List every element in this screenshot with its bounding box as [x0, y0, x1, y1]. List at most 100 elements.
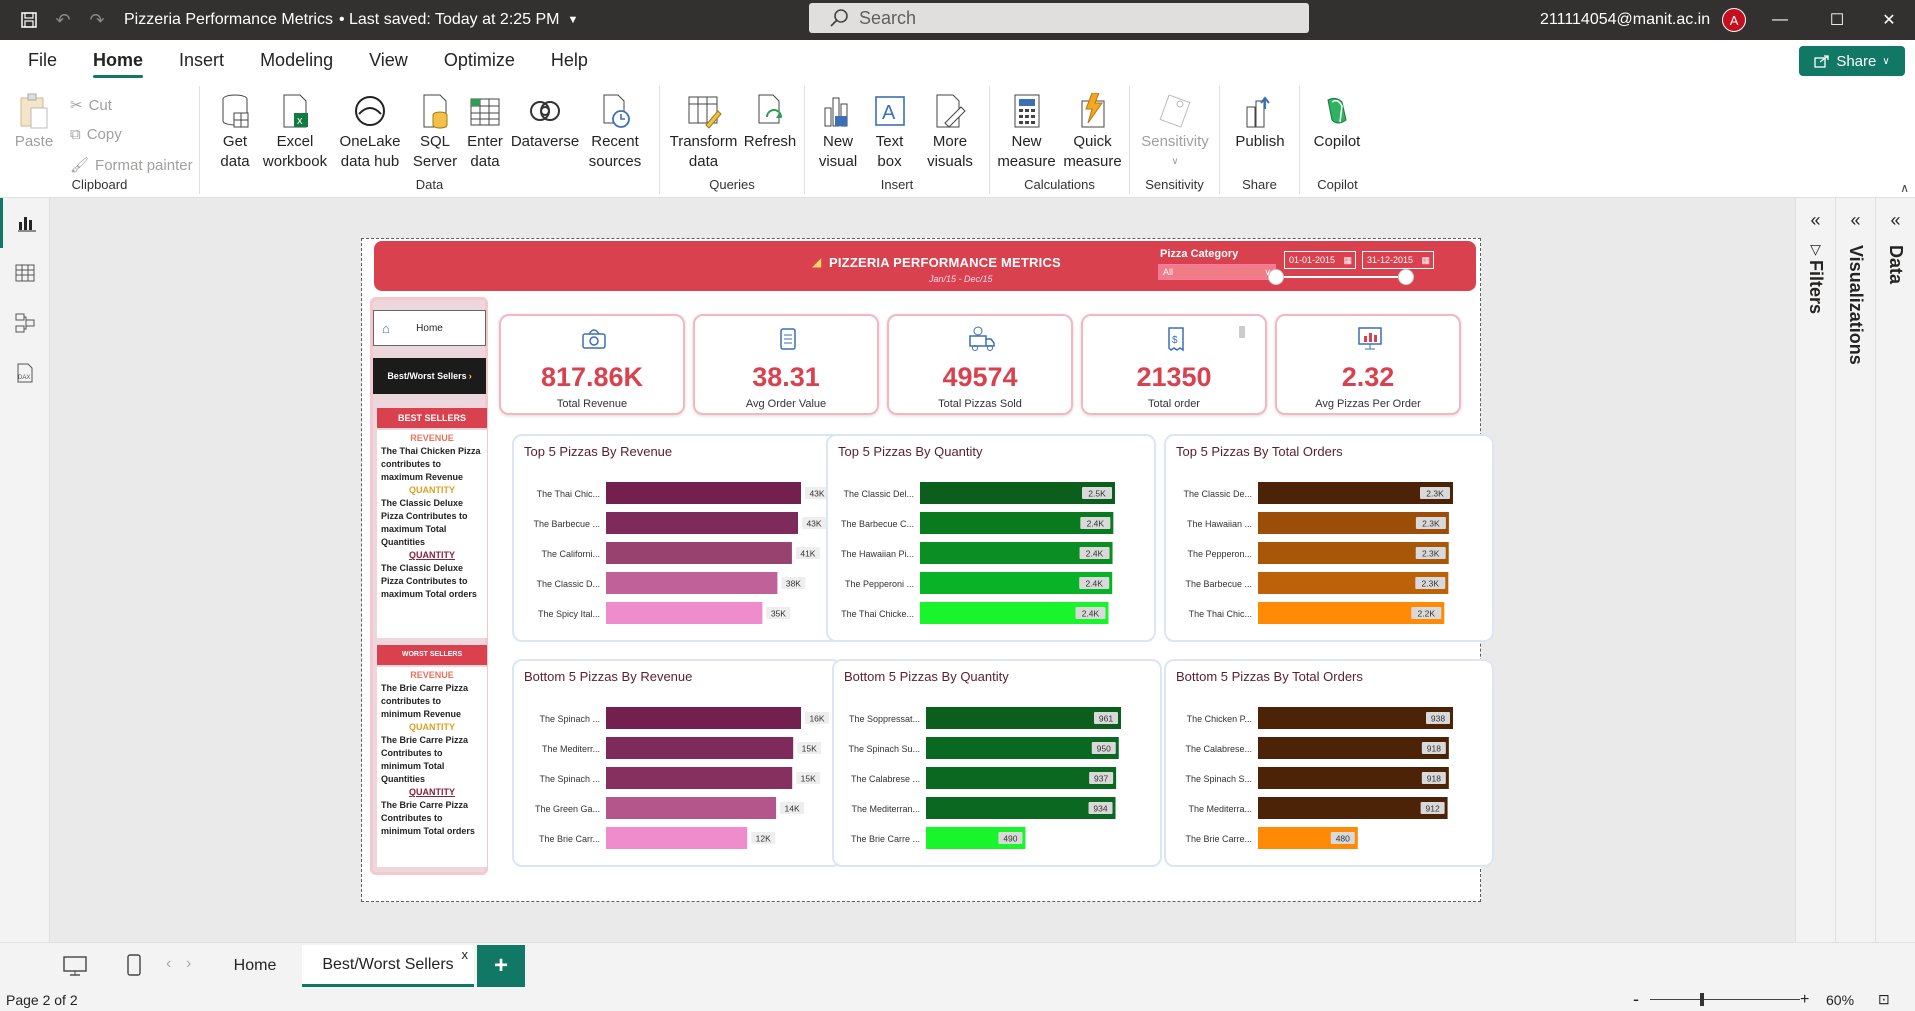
- new-visual-button[interactable]: New visual: [813, 90, 863, 172]
- tab-home[interactable]: Home: [212, 945, 298, 987]
- mobile-layout-icon[interactable]: [126, 953, 142, 982]
- best-orders-text: The Classic Deluxe Pizza Contributes to …: [381, 563, 477, 599]
- data-label: Data: [1886, 245, 1906, 285]
- undo-icon[interactable]: ↶: [55, 9, 71, 30]
- new-measure-button[interactable]: New measure: [994, 90, 1059, 172]
- model-view-icon[interactable]: [0, 298, 50, 348]
- search-box[interactable]: Search: [809, 3, 1309, 33]
- chart-top5-orders[interactable]: Top 5 Pizzas By Total Orders The Classic…: [1164, 434, 1494, 642]
- menu-insert[interactable]: Insert: [179, 50, 225, 70]
- home-nav-button[interactable]: ⌂ Home: [373, 310, 486, 346]
- copilot-button[interactable]: Copilot: [1306, 90, 1368, 152]
- share-button[interactable]: Share ∨: [1799, 46, 1905, 76]
- kpi-avg-order-value[interactable]: 38.31 Avg Order Value: [693, 314, 879, 415]
- table-view-icon[interactable]: [0, 248, 50, 298]
- chevron-left-icon[interactable]: ‹: [166, 955, 172, 972]
- ribbon-group-clipboard: Paste ✂ Cut ⧉ Copy 🖌 Format painter Clipboa…: [0, 86, 200, 194]
- avatar[interactable]: A: [1722, 8, 1747, 32]
- bar-data-label: 14K: [785, 804, 800, 814]
- kpi-total-revenue[interactable]: 817.86K Total Revenue: [499, 314, 685, 415]
- zoom-level[interactable]: 60%: [1826, 991, 1855, 1008]
- bar: [1258, 797, 1448, 819]
- bar: [926, 707, 1121, 729]
- user-account[interactable]: 211114054@manit.ac.in A: [1540, 0, 1747, 40]
- dax-query-view-icon[interactable]: DAX: [0, 348, 50, 398]
- kpi-avg-pizzas-per-order[interactable]: 2.32 Avg Pizzas Per Order: [1275, 314, 1461, 415]
- desktop-layout-icon[interactable]: [62, 955, 88, 982]
- quick-measure-button[interactable]: Quick measure: [1060, 90, 1125, 172]
- menu-optimize[interactable]: Optimize: [443, 50, 515, 70]
- more-visuals-button[interactable]: More visuals: [915, 90, 985, 172]
- enter-data-button[interactable]: Enter data: [460, 90, 510, 172]
- cut-button[interactable]: ✂ Cut: [70, 96, 112, 115]
- zoom-out-button[interactable]: -: [1633, 989, 1639, 1009]
- date-from-input[interactable]: 01-01-2015 ▦: [1284, 251, 1356, 269]
- format-painter-button[interactable]: 🖌 Format painter: [70, 156, 193, 175]
- menu-help[interactable]: Help: [550, 50, 588, 70]
- pizza-category-slicer[interactable]: All ∨: [1158, 264, 1276, 280]
- excel-workbook-button[interactable]: x Excel workbook: [260, 90, 330, 172]
- redo-icon[interactable]: ↷: [89, 9, 105, 30]
- data-label-bg: [805, 712, 829, 724]
- filters-pane[interactable]: « ▽ Filters: [1795, 198, 1835, 942]
- bar: [920, 542, 1113, 564]
- zoom-slider-thumb[interactable]: [1700, 993, 1704, 1006]
- menu-view[interactable]: View: [369, 50, 408, 70]
- home-icon: ⌂: [382, 320, 390, 336]
- excel-label: Excel workbook: [262, 133, 328, 170]
- best-worst-nav-button[interactable]: Best/Worst Sellers ›: [373, 358, 486, 394]
- bar-category-label: The Pepperoni ...: [845, 579, 914, 589]
- add-page-button[interactable]: +: [477, 945, 525, 987]
- copy-button[interactable]: ⧉ Copy: [70, 126, 122, 143]
- data-label-bg: [751, 832, 776, 844]
- close-icon[interactable]: ✕: [1882, 12, 1896, 29]
- kpi-total-pizzas-sold[interactable]: 49574 Total Pizzas Sold: [887, 314, 1073, 415]
- chart-bottom5-quantity[interactable]: Bottom 5 Pizzas By Quantity The Soppress…: [832, 659, 1162, 867]
- slider-end-handle[interactable]: [1398, 269, 1414, 285]
- kpi-total-order[interactable]: $ 21350 Total order: [1081, 314, 1267, 415]
- sensitivity-button[interactable]: Sensitivity ∨: [1134, 90, 1216, 172]
- zoom-in-button[interactable]: +: [1800, 990, 1810, 1008]
- data-pane[interactable]: « Data: [1875, 198, 1915, 942]
- double-chevron-left-icon[interactable]: «: [1850, 210, 1861, 230]
- get-data-button[interactable]: Get data: [210, 90, 260, 172]
- transform-data-button[interactable]: Transform data: [666, 90, 741, 172]
- title-dropdown-icon[interactable]: ▼: [567, 14, 579, 26]
- recent-sources-label: Recent sources: [588, 133, 642, 170]
- chevron-right-icon[interactable]: ›: [186, 955, 192, 972]
- kpi-value: 49574: [942, 362, 1018, 392]
- menu-modeling[interactable]: Modeling: [260, 50, 334, 70]
- tab-close-icon[interactable]: x: [461, 947, 469, 962]
- date-to-input[interactable]: 31-12-2015 ▦: [1362, 251, 1434, 269]
- paste-button[interactable]: Paste: [14, 90, 54, 152]
- worst-orders-label: QUANTITY: [409, 787, 455, 797]
- visualizations-pane[interactable]: « Visualizations: [1835, 198, 1875, 942]
- sql-server-button[interactable]: SQL Server: [410, 90, 460, 172]
- report-view-icon[interactable]: [0, 198, 50, 248]
- menu-home[interactable]: Home: [75, 40, 161, 80]
- tab-best-worst-sellers[interactable]: Best/Worst Sellers x: [302, 945, 474, 987]
- zoom-slider[interactable]: [1650, 993, 1800, 1006]
- date-range-slider[interactable]: [1268, 269, 1414, 285]
- recent-sources-button[interactable]: Recent sources: [580, 90, 650, 172]
- double-chevron-left-icon[interactable]: «: [1810, 210, 1821, 230]
- chart-top5-quantity[interactable]: Top 5 Pizzas By Quantity The Classic Del…: [826, 434, 1156, 642]
- double-chevron-left-icon[interactable]: «: [1890, 210, 1901, 230]
- quick-measure-label: Quick measure: [1063, 133, 1122, 170]
- slider-start-handle[interactable]: [1268, 269, 1284, 285]
- onelake-button[interactable]: OneLake data hub: [330, 90, 410, 172]
- minimize-icon[interactable]: —: [1772, 11, 1788, 28]
- menu-file[interactable]: File: [28, 50, 58, 70]
- dataverse-button[interactable]: Dataverse: [510, 90, 580, 152]
- fit-page-icon[interactable]: ⊡: [1878, 991, 1890, 1007]
- publish-button[interactable]: Publish: [1226, 90, 1294, 152]
- bar: [926, 797, 1116, 819]
- text-box-button[interactable]: A Text box: [867, 90, 912, 172]
- refresh-button[interactable]: Refresh: [740, 90, 800, 152]
- chart-bottom5-revenue[interactable]: Bottom 5 Pizzas By Revenue The Spinach .…: [512, 659, 842, 867]
- save-icon[interactable]: [12, 0, 46, 40]
- chart-top5-revenue[interactable]: Top 5 Pizzas By Revenue The Thai Chic...…: [512, 434, 842, 642]
- chart-bottom5-orders[interactable]: Bottom 5 Pizzas By Total Orders The Chic…: [1164, 659, 1494, 867]
- maximize-icon[interactable]: ☐: [1829, 12, 1845, 29]
- collapse-ribbon-icon[interactable]: ∧: [1900, 181, 1909, 195]
